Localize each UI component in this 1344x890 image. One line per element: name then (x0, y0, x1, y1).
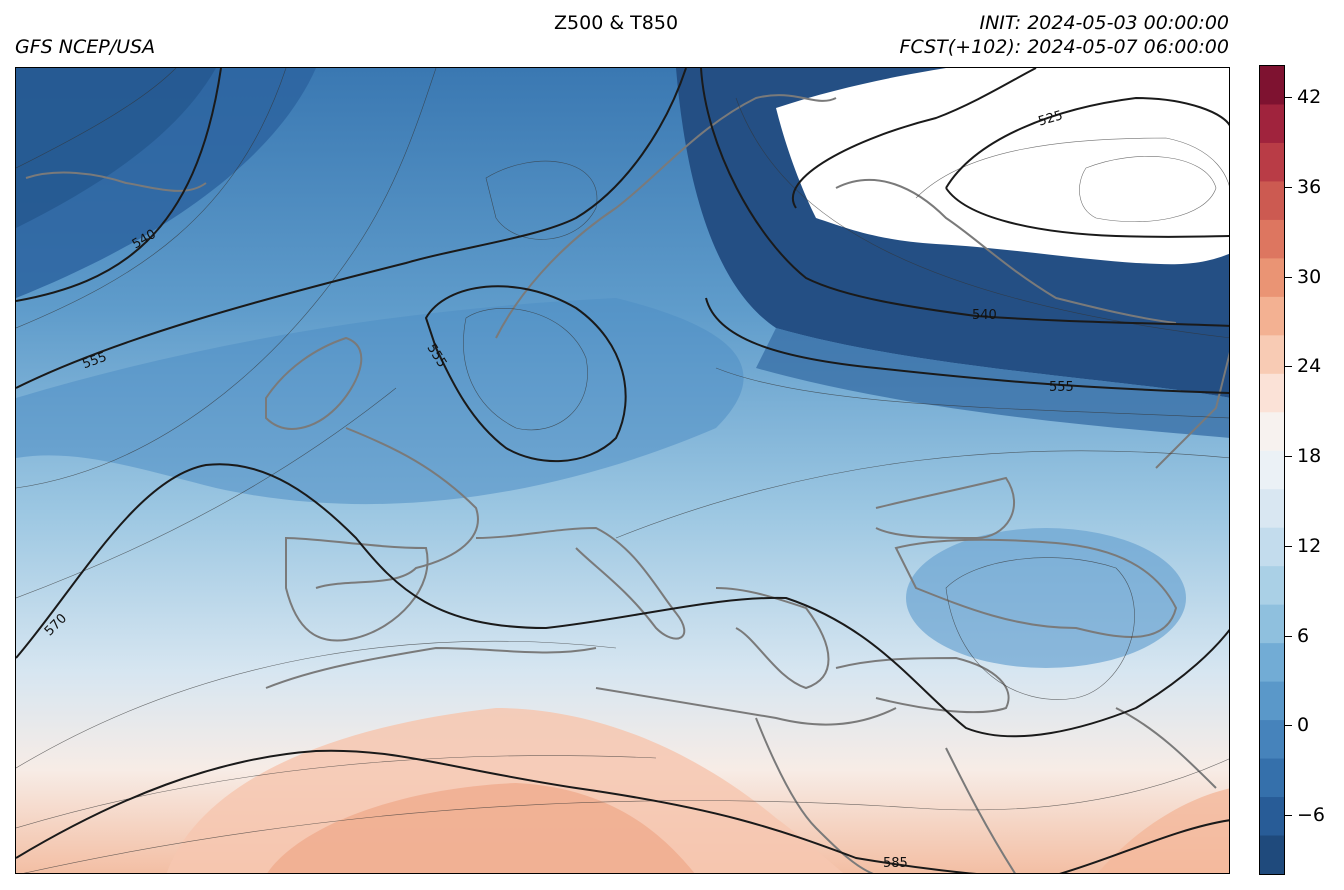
thick-contours (16, 68, 1229, 873)
colorbar-gradient (1260, 66, 1284, 874)
colorbar-band (1260, 66, 1284, 106)
colorbar-tick-mark (1284, 545, 1292, 547)
map-canvas: 525 540 540 555 555 555 570 585 (16, 68, 1229, 873)
colorbar-band (1260, 412, 1284, 452)
colorbar-band (1260, 104, 1284, 144)
contour-label-540-ne: 540 (972, 308, 997, 323)
warm-region-southeast (1097, 788, 1229, 873)
colorbar-band (1260, 335, 1284, 375)
colorbar-tick-mark (1284, 725, 1292, 727)
colorbar-tick-label: 24 (1297, 355, 1322, 378)
forecast-time-label: FCST(+102): 2024-05-07 06:00:00 (899, 36, 1229, 58)
colorbar-tick-label: 6 (1297, 624, 1310, 647)
colorbar-tick-mark (1284, 186, 1292, 188)
colorbar-tick-mark (1284, 815, 1292, 816)
cool-pocket-east (906, 528, 1186, 668)
colorbar-band (1260, 489, 1284, 529)
contour-label-585: 585 (883, 856, 908, 871)
colorbar-band (1260, 681, 1284, 721)
colorbar-tick-mark (1284, 276, 1292, 278)
warm-region-africa-core (267, 783, 695, 873)
colorbar-tick-mark (1284, 366, 1292, 368)
init-time-label: INIT: 2024-05-03 00:00:00 (979, 12, 1229, 34)
colorbar-tick-mark (1284, 97, 1292, 98)
colorbar-band (1260, 142, 1284, 183)
colorbar-band (1260, 604, 1284, 644)
colorbar-band (1260, 258, 1284, 298)
contour-label-555-east: 555 (1049, 380, 1074, 395)
contour-label-525: 525 (1037, 108, 1065, 129)
colorbar-tick-label: 42 (1297, 86, 1322, 108)
colorbar-band (1260, 373, 1284, 413)
weather-map: 525 540 540 555 555 555 570 585 (15, 67, 1230, 874)
polar-white-region (776, 68, 1229, 265)
colorbar-band (1260, 720, 1284, 760)
colorbar-tick-label: 30 (1297, 265, 1322, 288)
colorbar-band (1260, 758, 1284, 798)
chart-title: Z500 & T850 (554, 12, 679, 34)
colorbar-band (1260, 527, 1284, 567)
colorbar-band (1260, 450, 1284, 490)
colorbar-tick-mark (1284, 635, 1292, 637)
cold-region-northwest-core (16, 68, 216, 228)
colorbar-band (1260, 797, 1284, 837)
cold-region-northeast-edge (756, 328, 1229, 438)
colorbar-band (1260, 219, 1284, 259)
thin-contours (16, 68, 1229, 873)
colorbar-band (1260, 296, 1284, 336)
colorbar-tick-label: 36 (1297, 175, 1322, 198)
colorbar-band (1260, 643, 1284, 683)
colorbar-band (1260, 835, 1284, 874)
coastlines (25, 94, 1229, 873)
colorbar-band (1260, 566, 1284, 606)
colorbar (1259, 65, 1285, 875)
colorbar-tick-mark (1284, 456, 1292, 457)
colorbar-tick-label: −6 (1297, 804, 1326, 826)
colorbar-tick-label: 0 (1297, 714, 1310, 737)
model-source-label: GFS NCEP/USA (15, 36, 156, 58)
colorbar-band (1260, 181, 1284, 221)
colorbar-tick-label: 12 (1297, 534, 1322, 557)
colorbar-tick-label: 18 (1297, 445, 1322, 467)
